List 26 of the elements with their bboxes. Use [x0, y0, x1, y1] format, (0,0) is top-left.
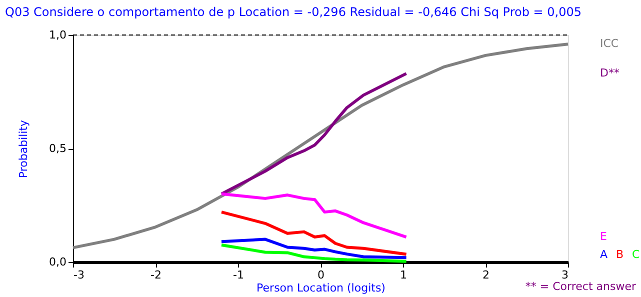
x-tick-label: -3 — [74, 268, 84, 282]
text: C — [632, 248, 640, 261]
x-tick-label: -1 — [233, 268, 244, 282]
text: D** — [600, 66, 620, 80]
x-tick-label: 1 — [400, 268, 407, 282]
chart-title: Q03 Considere o comportamento de p Location = -0,296 Residual = -0,646 Chi Sq Prob = 0,005 — [5, 5, 582, 19]
x-tick-label: -2 — [150, 268, 162, 282]
text: B — [616, 248, 624, 261]
line-series — [220, 192, 408, 239]
x-tick-label: 3 — [562, 268, 568, 282]
y-tick-label: 0,0 — [49, 256, 66, 268]
text: ** = Correct answer — [525, 280, 636, 293]
x-tick-label: 0 — [318, 268, 324, 282]
line-series — [72, 42, 570, 250]
line-series — [220, 210, 408, 256]
line-series — [220, 72, 408, 196]
y-tick-label: 1,0 — [49, 28, 66, 42]
line-series — [220, 238, 408, 260]
y-tick-label: 0,5 — [49, 142, 66, 155]
text: ICC — [600, 37, 619, 50]
x-axis-title: Person Location (logits) — [256, 282, 386, 294]
y-axis-title: Probability — [17, 119, 30, 178]
line-series — [220, 243, 408, 263]
text: E — [600, 230, 607, 244]
x-tick-label: 2 — [482, 268, 490, 282]
text: A — [600, 248, 608, 261]
